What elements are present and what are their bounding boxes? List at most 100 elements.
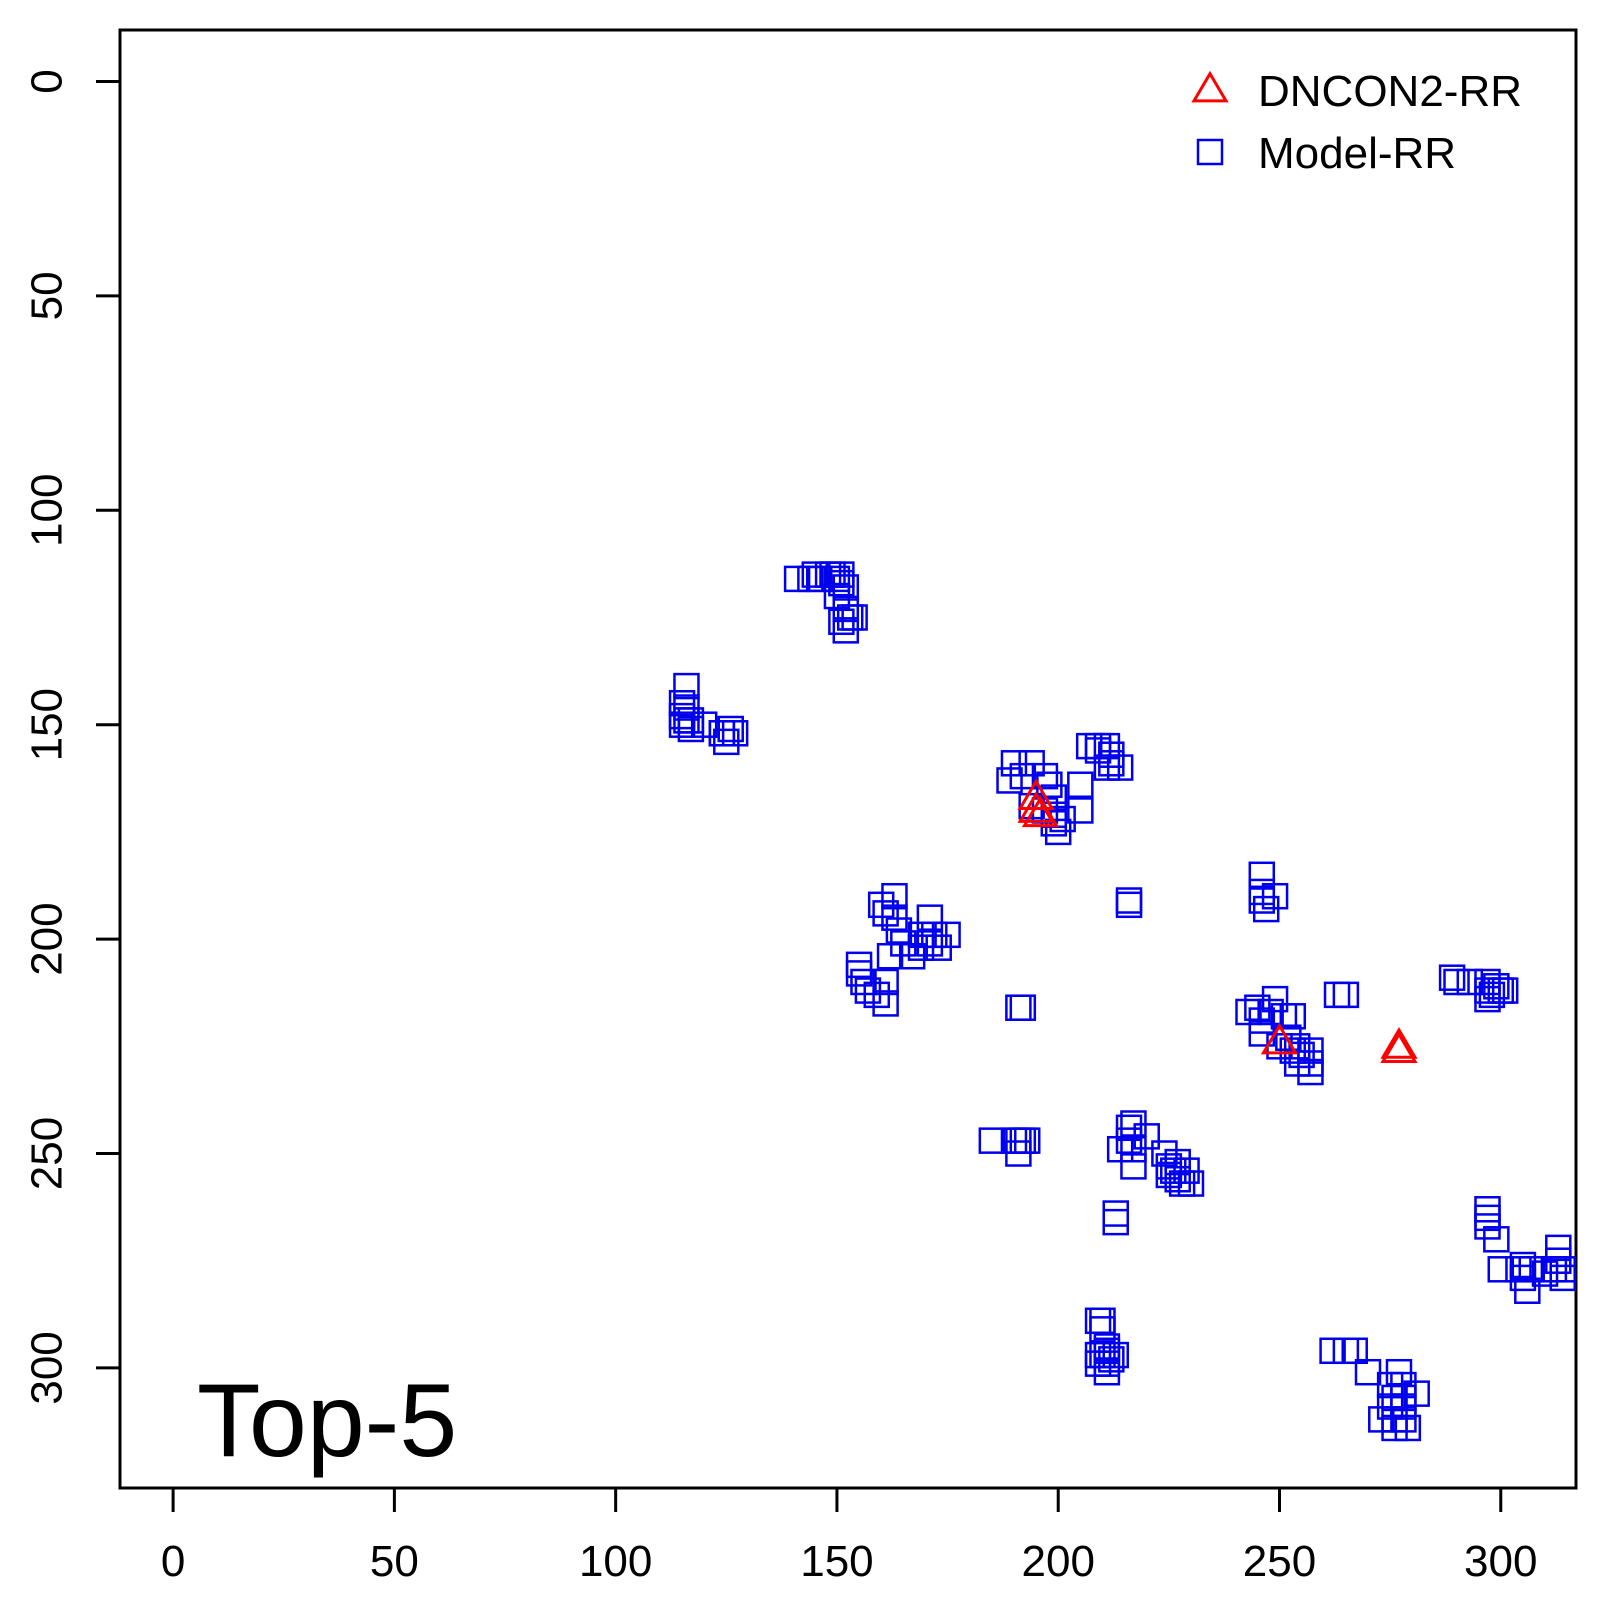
square-point — [1067, 797, 1094, 824]
square-point — [907, 921, 935, 949]
square-point — [1279, 1003, 1307, 1030]
square-point — [1483, 1226, 1510, 1253]
x-tick-label: 200 — [1022, 1537, 1095, 1586]
x-tick-label: 50 — [370, 1537, 419, 1586]
square-point — [690, 711, 718, 738]
square-point — [1341, 1337, 1368, 1365]
legend-square-icon — [1196, 138, 1224, 166]
y-axis: 0 50 100 150 200 250 300 — [22, 69, 122, 1405]
square-point — [1098, 1346, 1125, 1373]
triangle-point — [1017, 791, 1055, 823]
square-point — [1297, 1058, 1324, 1086]
square-point — [1394, 1414, 1422, 1442]
data-points — [668, 561, 1576, 1442]
square-point — [1518, 1256, 1545, 1283]
square-point — [1067, 771, 1094, 798]
square-point — [1545, 1234, 1572, 1262]
square-point — [721, 720, 749, 747]
square-point — [1279, 1037, 1307, 1064]
y-tick-label: 150 — [22, 688, 71, 761]
corner-annotation: Top-5 — [197, 1363, 457, 1479]
plot-frame — [118, 28, 1578, 1490]
square-point — [1120, 1153, 1147, 1180]
legend: DNCON2-RR Model-RR — [1191, 67, 1522, 178]
square-point — [1474, 1196, 1501, 1223]
triangle-point — [1021, 795, 1060, 828]
square-point — [872, 990, 899, 1017]
square-point — [713, 728, 740, 756]
square-point — [1040, 810, 1068, 837]
square-point — [668, 711, 696, 738]
square-point — [881, 882, 908, 910]
y-tick-label: 250 — [22, 1117, 71, 1190]
square-point — [832, 617, 860, 644]
triangle-point — [1380, 1031, 1418, 1063]
square-point — [1474, 985, 1501, 1013]
square-point — [1102, 1208, 1129, 1236]
square-point — [1133, 1123, 1160, 1150]
square-point — [1443, 968, 1470, 996]
square-point — [1403, 1380, 1430, 1407]
square-point — [823, 565, 851, 593]
square-point — [1168, 1170, 1196, 1197]
square-point — [872, 968, 899, 996]
square-point — [1319, 1337, 1346, 1365]
square-point — [1115, 1127, 1143, 1154]
square-point — [805, 565, 833, 593]
square-point — [845, 960, 873, 987]
x-tick-label: 0 — [161, 1537, 185, 1586]
x-tick-label: 150 — [800, 1537, 873, 1586]
square-point — [1261, 882, 1289, 910]
square-point — [1438, 964, 1466, 991]
square-point — [1084, 732, 1112, 760]
square-point — [1478, 981, 1506, 1009]
series-dncon2-rr — [1017, 778, 1418, 1063]
square-point — [996, 767, 1023, 794]
square-point — [1514, 1277, 1541, 1304]
triangle-point — [1260, 1022, 1299, 1055]
square-point — [1390, 1406, 1417, 1433]
square-point — [1115, 891, 1143, 919]
square-point — [872, 900, 899, 927]
square-point — [1044, 818, 1072, 846]
y-tick-label: 100 — [22, 474, 71, 547]
square-point — [1288, 1041, 1315, 1069]
square-point — [801, 561, 829, 588]
square-point — [1235, 998, 1262, 1026]
triangle-point — [1380, 1027, 1418, 1059]
square-point — [1248, 887, 1276, 914]
y-tick-label: 200 — [22, 902, 71, 975]
y-tick-label: 300 — [22, 1331, 71, 1404]
square-point — [828, 608, 855, 636]
series-model-rr — [668, 561, 1576, 1442]
square-point — [978, 1127, 1006, 1154]
x-tick-label: 100 — [579, 1537, 652, 1586]
square-point — [1102, 1200, 1129, 1227]
square-point — [1089, 1341, 1116, 1369]
legend-label: DNCON2-RR — [1258, 67, 1522, 116]
square-point — [673, 672, 700, 700]
square-point — [832, 574, 860, 601]
square-point — [677, 715, 705, 743]
square-point — [1013, 1127, 1041, 1154]
y-tick-label: 0 — [22, 69, 71, 93]
square-point — [1487, 1256, 1515, 1283]
square-point — [1332, 981, 1360, 1009]
square-point — [1102, 1341, 1129, 1369]
square-point — [934, 921, 961, 949]
square-point — [1031, 762, 1059, 790]
legend-triangle-icon — [1191, 70, 1229, 103]
square-point — [1093, 754, 1121, 781]
square-point — [708, 720, 736, 747]
square-point — [1164, 1165, 1191, 1193]
square-point — [916, 930, 944, 957]
square-point — [1332, 1337, 1360, 1365]
square-point — [916, 904, 944, 931]
square-point — [1549, 1264, 1576, 1292]
square-point — [1283, 1033, 1311, 1060]
square-point — [1106, 1135, 1134, 1163]
x-tick-label: 250 — [1243, 1537, 1316, 1586]
square-point — [1009, 762, 1037, 790]
square-point — [1164, 1148, 1191, 1176]
